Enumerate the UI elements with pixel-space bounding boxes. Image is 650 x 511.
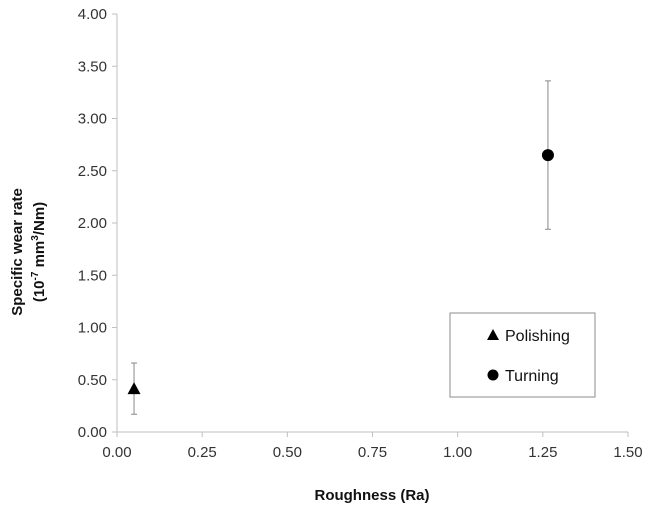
data-point-polishing (127, 382, 141, 395)
y-tick-label: 1.50 (78, 267, 107, 284)
y-tick-label: 0.50 (78, 372, 107, 389)
x-tick-label: 0.50 (273, 444, 302, 461)
x-tick-labels: 0.00 0.25 0.50 0.75 1.00 1.25 1.50 (102, 444, 642, 461)
y-tick-label: 2.00 (78, 215, 107, 232)
x-tick-marks (116, 432, 629, 437)
x-axis-title: Roughness (Ra) (314, 487, 429, 504)
x-tick-label: 0.25 (188, 444, 217, 461)
y-axis-title-line2: (10-7 mm3/Nm) (30, 202, 48, 302)
y-tick-labels: 0.00 0.50 1.00 1.50 2.00 2.50 3.00 3.50 4.00 (78, 6, 107, 441)
x-tick-label: 0.75 (358, 444, 387, 461)
x-tick-label: 1.50 (613, 444, 642, 461)
x-tick-label: 0.00 (102, 444, 131, 461)
y-tick-marks (112, 13, 117, 433)
y-tick-label: 3.50 (78, 58, 107, 75)
data-points (127, 149, 554, 395)
y-tick-label: 3.00 (78, 111, 107, 128)
y-tick-label: 1.00 (78, 320, 107, 337)
y-axis-title: Specific wear rate (10-7 mm3/Nm) (9, 188, 48, 316)
legend-triangle-marker (487, 329, 499, 340)
legend-circle-marker (487, 369, 499, 381)
y-tick-label: 2.50 (78, 163, 107, 180)
legend-label-polishing: Polishing (505, 328, 570, 345)
svg-text:Specific wear rate: Specific wear rate (9, 188, 26, 316)
x-tick-label: 1.25 (528, 444, 557, 461)
y-tick-label: 4.00 (78, 6, 107, 23)
legend: Polishing Turning (449, 312, 596, 398)
y-tick-label: 0.00 (78, 424, 107, 441)
legend-box (449, 312, 596, 398)
x-tick-label: 1.00 (443, 444, 472, 461)
data-point-turning (541, 149, 554, 162)
legend-label-turning: Turning (505, 368, 559, 385)
